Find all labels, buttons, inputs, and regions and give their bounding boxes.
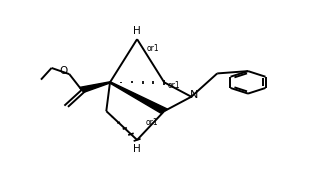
- Text: or1: or1: [146, 118, 158, 127]
- Text: N: N: [190, 90, 199, 100]
- Text: H: H: [133, 26, 141, 36]
- Text: H: H: [133, 144, 141, 154]
- Text: or1: or1: [168, 81, 181, 90]
- Text: or1: or1: [147, 44, 160, 53]
- Text: O: O: [59, 66, 67, 76]
- Polygon shape: [109, 82, 168, 113]
- Polygon shape: [80, 82, 110, 92]
